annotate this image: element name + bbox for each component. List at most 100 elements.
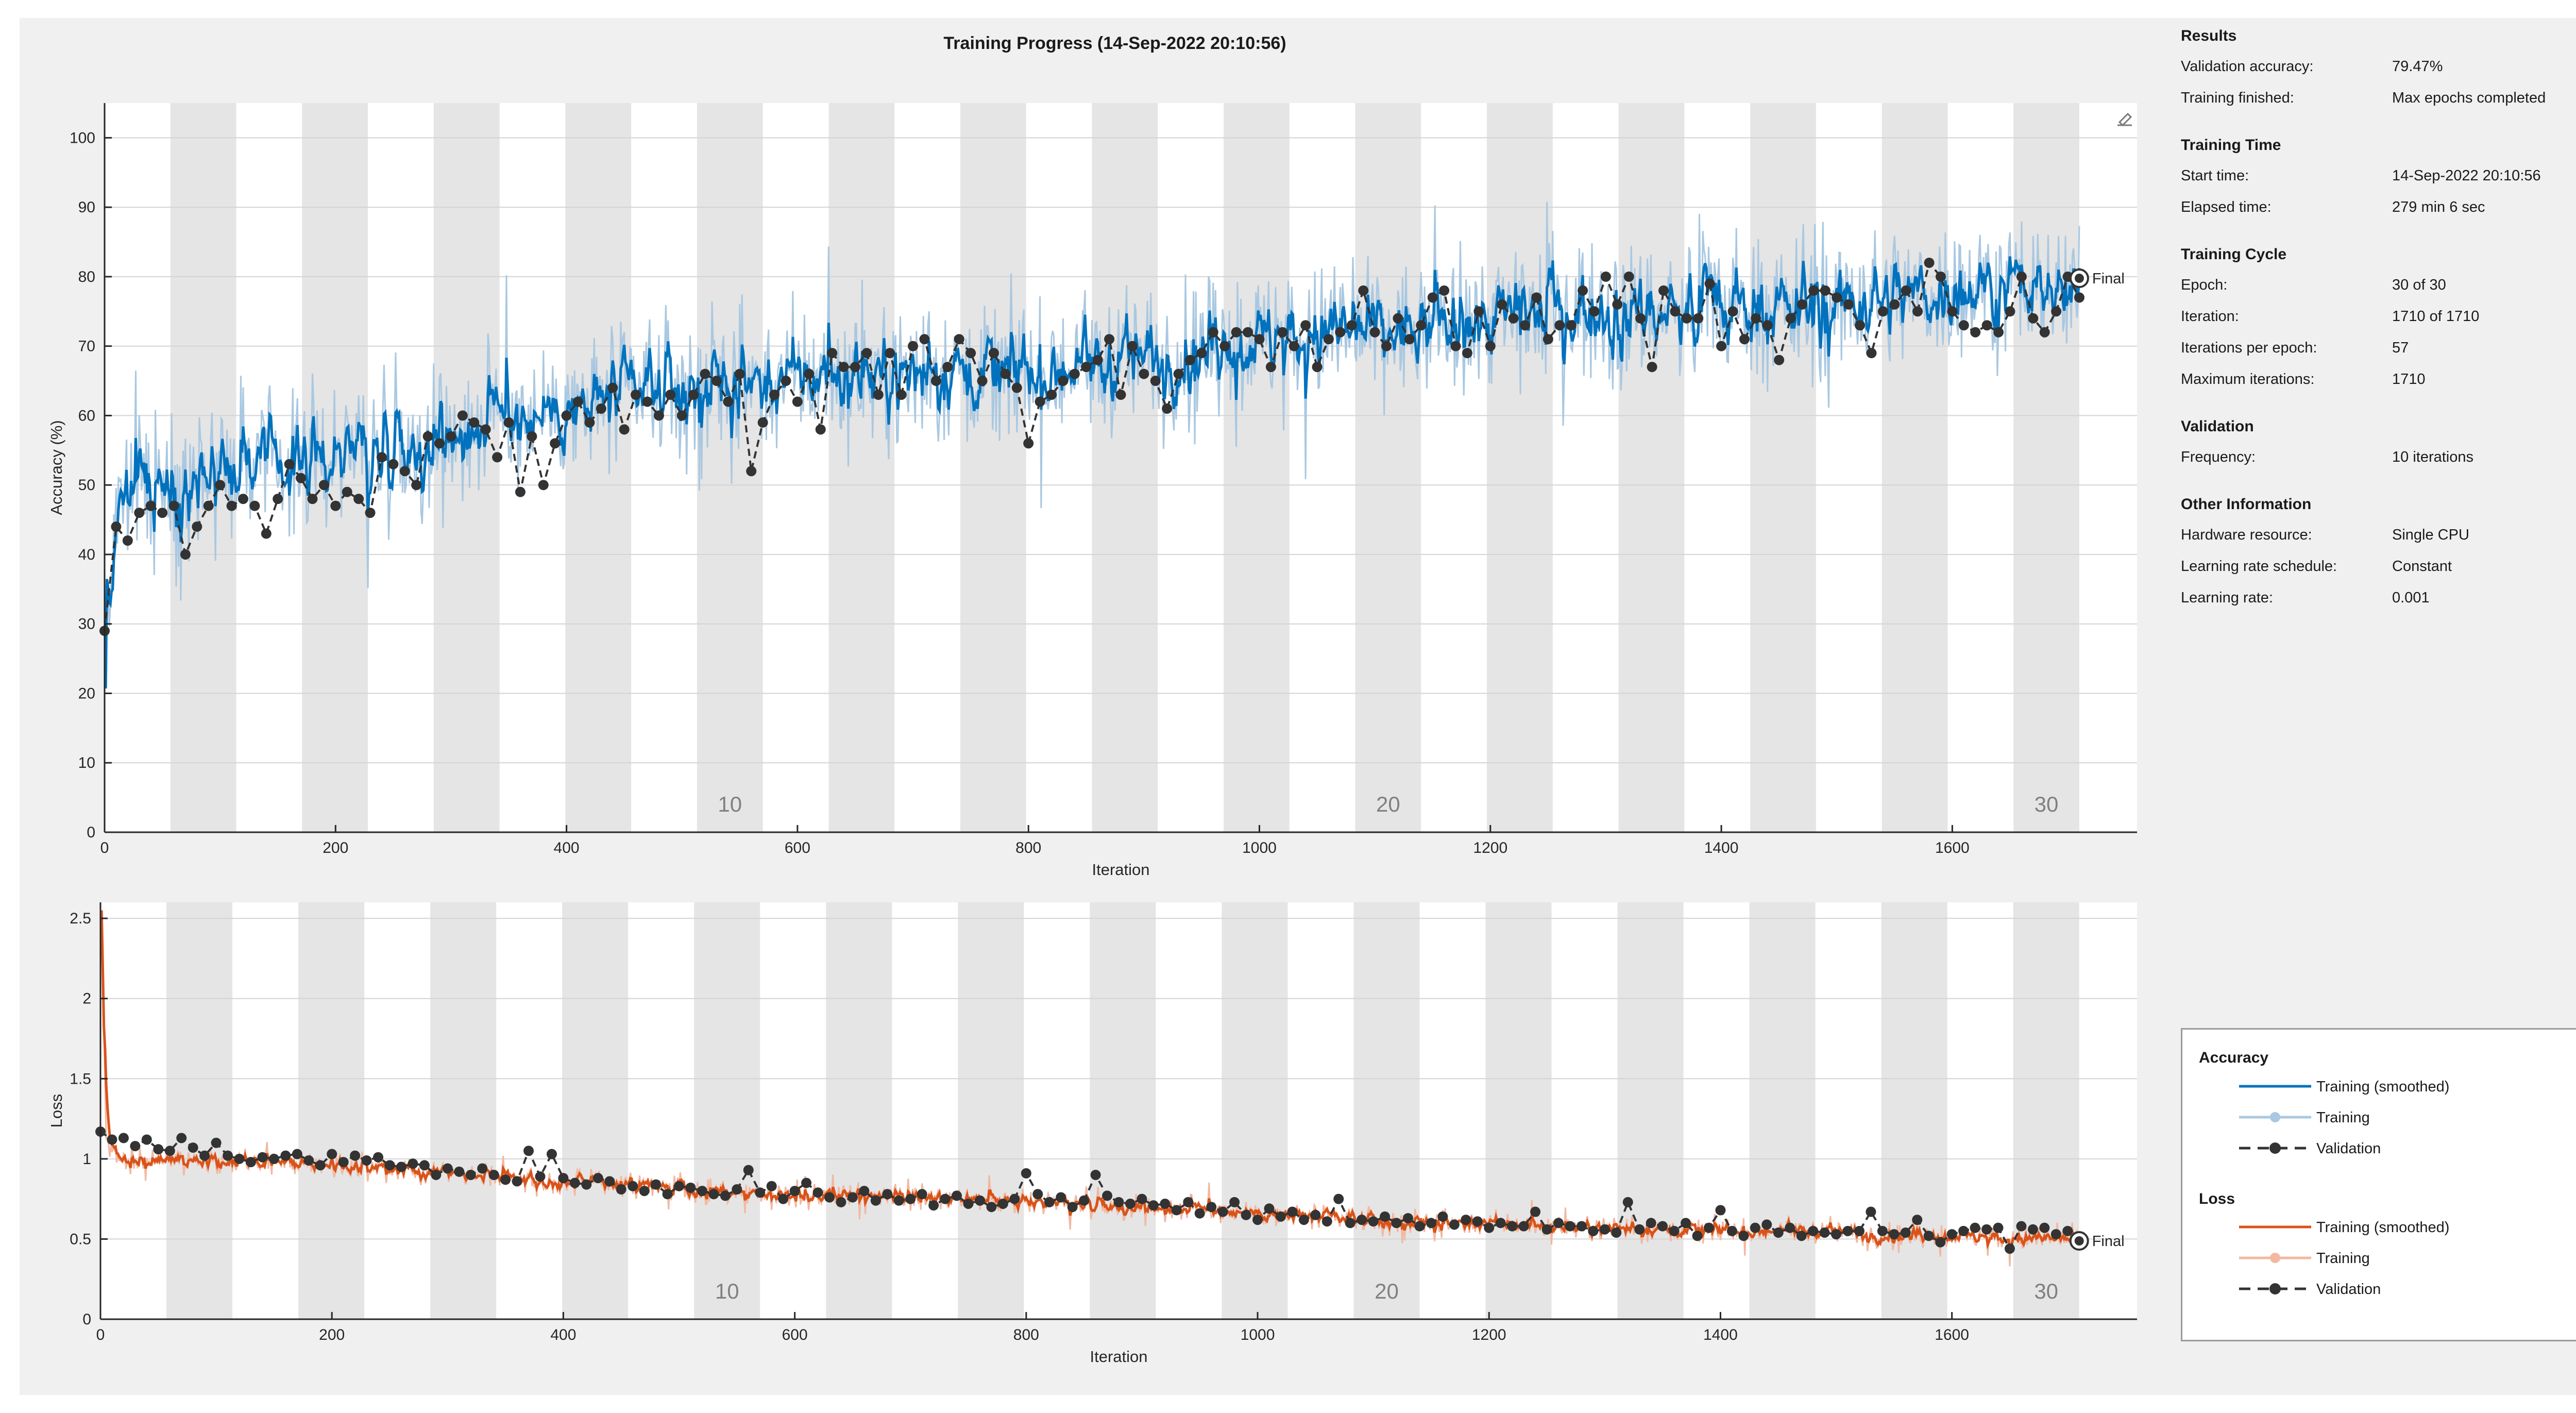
accuracy-validation-point xyxy=(1820,285,1831,296)
accuracy-y-tick-label: 80 xyxy=(78,268,95,285)
loss-validation-point xyxy=(384,1160,395,1171)
loss-validation-point xyxy=(141,1134,152,1145)
loss-y-axis-label: Loss xyxy=(47,1094,65,1128)
accuracy-validation-point xyxy=(1981,320,1992,331)
loss-validation-point xyxy=(431,1169,442,1180)
accuracy-validation-point xyxy=(1104,334,1115,345)
accuracy-validation-point xyxy=(215,480,226,491)
accuracy-validation-point xyxy=(1843,299,1854,310)
accuracy-validation-point xyxy=(330,500,341,511)
legend-acc-validation-swatch xyxy=(2239,1142,2311,1154)
legend-loss-training-swatch xyxy=(2239,1253,2311,1263)
info-label: Learning rate: xyxy=(2181,590,2273,606)
loss-validation-point xyxy=(1993,1222,2004,1233)
accuracy-validation-point xyxy=(503,417,514,428)
loss-x-tick-label: 200 xyxy=(319,1326,345,1343)
export-plot-icon[interactable] xyxy=(2117,112,2132,127)
loss-validation-point xyxy=(1067,1202,1078,1213)
accuracy-validation-point xyxy=(434,438,445,449)
loss-validation-point xyxy=(1657,1221,1668,1232)
accuracy-validation-point xyxy=(653,410,664,421)
loss-y-tick-label: 0.5 xyxy=(70,1231,91,1248)
loss-epoch-band xyxy=(1881,902,1947,1319)
accuracy-y-tick-label: 90 xyxy=(78,199,95,216)
loss-validation-point xyxy=(130,1140,141,1151)
accuracy-validation-point xyxy=(1150,376,1161,386)
accuracy-validation-point xyxy=(134,508,145,518)
accuracy-validation-point xyxy=(550,438,561,449)
info-label: Hardware resource: xyxy=(2181,527,2312,543)
loss-validation-point xyxy=(535,1171,546,1182)
loss-validation-point xyxy=(766,1181,777,1191)
loss-validation-point xyxy=(1773,1227,1784,1238)
accuracy-y-axis-label: Accuracy (%) xyxy=(47,420,65,515)
loss-validation-point xyxy=(1171,1205,1182,1216)
accuracy-validation-point xyxy=(838,362,849,373)
loss-validation-point xyxy=(616,1184,626,1195)
accuracy-validation-point xyxy=(1970,327,1981,338)
accuracy-validation-point xyxy=(1612,299,1623,310)
loss-validation-point xyxy=(488,1169,499,1180)
accuracy-validation-point xyxy=(1993,327,2004,338)
loss-validation-point xyxy=(604,1176,615,1187)
loss-validation-point xyxy=(500,1174,511,1185)
loss-validation-point xyxy=(1403,1213,1414,1223)
loss-validation-point xyxy=(1194,1208,1205,1219)
accuracy-validation-point xyxy=(1600,271,1611,282)
accuracy-validation-point xyxy=(1647,362,1657,373)
accuracy-validation-point xyxy=(746,466,757,477)
loss-validation-point xyxy=(1044,1197,1055,1207)
loss-epoch-label: 10 xyxy=(715,1279,739,1303)
accuracy-validation-point xyxy=(1658,285,1669,296)
loss-validation-point xyxy=(974,1195,985,1206)
loss-epoch-band xyxy=(958,902,1024,1319)
loss-validation-point xyxy=(1796,1231,1807,1241)
accuracy-validation-point xyxy=(1208,327,1218,338)
loss-validation-point xyxy=(523,1146,534,1156)
loss-validation-point xyxy=(639,1186,650,1197)
accuracy-validation-point xyxy=(1439,285,1450,296)
accuracy-x-tick-label: 600 xyxy=(785,839,810,856)
loss-y-tick-label: 2.5 xyxy=(70,910,91,927)
accuracy-validation-point xyxy=(1196,348,1207,359)
loss-y-tick-label: 0 xyxy=(82,1311,91,1328)
accuracy-validation-point xyxy=(1578,285,1588,296)
accuracy-validation-point xyxy=(781,376,791,386)
info-value: 57 xyxy=(2392,340,2409,356)
loss-validation-point xyxy=(1808,1225,1819,1236)
loss-validation-point xyxy=(268,1153,279,1164)
accuracy-validation-point xyxy=(1115,390,1126,400)
loss-validation-point xyxy=(569,1178,580,1188)
training-progress-figure: Training Progress (14-Sep-2022 20:10:56)… xyxy=(47,33,2137,1366)
accuracy-validation-point xyxy=(1000,368,1011,379)
accuracy-validation-point xyxy=(1393,313,1403,324)
accuracy-validation-point xyxy=(411,480,422,491)
loss-epoch-band xyxy=(430,902,497,1319)
loss-validation-point xyxy=(315,1160,326,1171)
loss-validation-point xyxy=(1553,1218,1564,1229)
accuracy-validation-point xyxy=(1265,362,1276,373)
accuracy-validation-point xyxy=(700,368,710,379)
loss-validation-line xyxy=(99,1131,2080,1251)
loss-validation-point xyxy=(628,1181,638,1191)
accuracy-validation-point xyxy=(1219,341,1230,351)
loss-validation-point xyxy=(812,1187,823,1198)
info-value: 1710 of 1710 xyxy=(2392,308,2480,325)
accuracy-validation-point xyxy=(1323,334,1334,345)
loss-validation-point xyxy=(755,1187,766,1198)
loss-validation-point xyxy=(1275,1211,1286,1222)
legend-heading-loss: Loss xyxy=(2199,1190,2235,1207)
loss-validation-point xyxy=(1229,1197,1240,1207)
accuracy-validation-point xyxy=(1035,396,1045,407)
loss-validation-point xyxy=(107,1134,117,1145)
loss-epoch-band xyxy=(166,902,233,1319)
accuracy-validation-point xyxy=(1589,306,1600,317)
loss-validation-point xyxy=(1599,1224,1610,1235)
accuracy-validation-point xyxy=(757,417,768,428)
loss-validation-point xyxy=(1518,1221,1529,1232)
accuracy-validation-point xyxy=(2039,327,2050,338)
info-value: 14-Sep-2022 20:10:56 xyxy=(2392,167,2541,184)
accuracy-validation-point xyxy=(1520,320,1531,331)
accuracy-validation-point xyxy=(1023,438,1034,449)
loss-epoch-band xyxy=(826,902,892,1319)
